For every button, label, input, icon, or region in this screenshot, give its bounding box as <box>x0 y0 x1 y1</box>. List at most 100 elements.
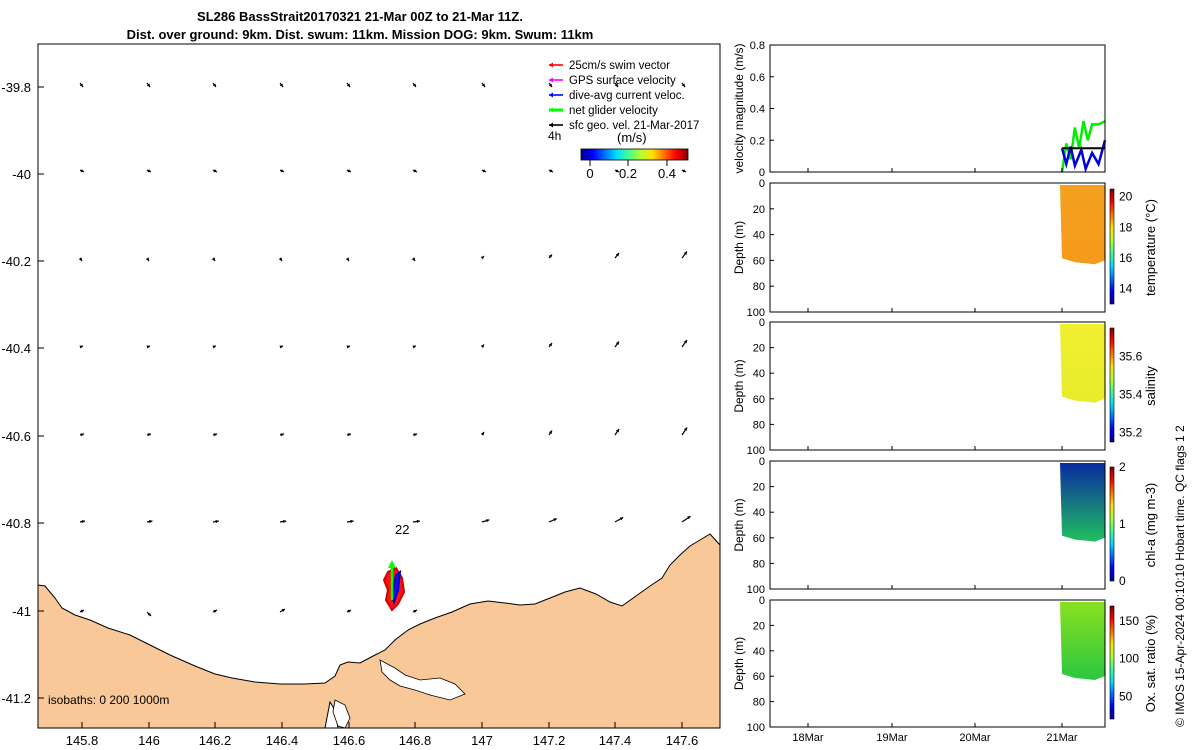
current-vector <box>146 433 152 437</box>
panel-colorbar-tick-label: 20 <box>1119 190 1133 204</box>
current-vector-head <box>280 169 284 173</box>
panel-colorbar-label: salinity <box>1143 366 1158 406</box>
current-vector-head <box>212 83 216 87</box>
panel-oxygen: 0 20 40 60 80 100 Depth (m) 150 100 50 Ox. sat. ra… <box>732 595 1158 734</box>
map-y-tick-label: -40.6 <box>1 429 31 444</box>
heatmap-section <box>1060 185 1105 265</box>
current-vector <box>346 169 352 173</box>
current-vector-head <box>212 345 216 349</box>
current-vector-head <box>279 83 283 87</box>
current-vector <box>212 82 217 88</box>
current-vector-head <box>481 83 485 87</box>
current-vector-head <box>280 433 284 437</box>
current-vector <box>212 433 218 437</box>
current-vector-head <box>213 433 217 437</box>
day-marker-label: 22 <box>395 522 409 537</box>
current-vector <box>681 251 688 259</box>
map-x-tick-label: 147 <box>471 733 493 748</box>
current-vector-head <box>78 257 82 261</box>
panel-y-tick-label: 80 <box>753 419 765 431</box>
current-vector <box>548 169 554 173</box>
current-vector-head <box>553 518 557 522</box>
current-vector <box>346 519 354 524</box>
panel-frame <box>769 599 1106 728</box>
legend-swatch-head <box>549 77 553 83</box>
panel-y-tick-label: 40 <box>753 646 765 658</box>
panel-background <box>770 322 1105 450</box>
panel-colorbar-tick-label: 1 <box>1119 517 1126 531</box>
title-line-1: SL286 BassStrait20170321 21-Mar 00Z to 2… <box>197 9 523 24</box>
panel-colorbar-label: Ox. sat. ratio (%) <box>1143 615 1158 713</box>
current-vector <box>279 169 285 173</box>
panel-y-label: Depth (m) <box>732 359 746 412</box>
panel-y-tick-label: 80 <box>753 281 765 293</box>
current-vector-head <box>683 251 687 255</box>
current-vector-head <box>615 253 619 257</box>
panel-background <box>770 45 1105 172</box>
map-x-tick-label: 146.6 <box>333 733 366 748</box>
current-vector <box>412 609 418 613</box>
panel-background <box>770 183 1105 312</box>
current-vector <box>79 519 86 524</box>
legend-swatch-head <box>549 122 553 128</box>
panel-colorbar-tick-label: 35.2 <box>1119 426 1143 440</box>
panel-salinity: 0 20 40 60 80 100 Depth (m) 35.6 35.4 35.2 salinit… <box>732 317 1158 457</box>
map-colorbar-tick-label: 0.4 <box>658 166 676 181</box>
current-vector <box>145 257 150 262</box>
current-vector <box>548 82 553 88</box>
current-vector-head <box>79 83 83 87</box>
panel-y-tick-label: 0 <box>759 317 765 329</box>
heatmap-section <box>1060 463 1105 542</box>
isobaths-label: isobaths: 0 200 1000m <box>48 693 169 707</box>
current-vector <box>480 255 485 260</box>
current-vector-head <box>80 433 84 437</box>
current-vector <box>614 252 620 259</box>
panel-y-label: Depth (m) <box>732 498 746 551</box>
current-vector-head <box>412 83 416 87</box>
current-vector-head <box>411 257 415 261</box>
current-vector-head <box>619 517 624 521</box>
current-vector-head <box>282 519 287 524</box>
current-vector-head <box>80 169 84 173</box>
current-vector <box>212 609 218 613</box>
current-vector-head <box>213 169 217 173</box>
current-vector-head <box>683 427 687 431</box>
panel-chl-a: 0 20 40 60 80 100 Depth (m) 2 1 0 chl-a (mg m-3) <box>732 456 1158 596</box>
map-x-tick-label: 147.6 <box>666 733 699 748</box>
panel-colorbar-tick-label: 18 <box>1119 220 1133 234</box>
panel-colorbar-tick-label: 35.6 <box>1119 350 1143 364</box>
panel-y-tick-label: 20 <box>753 204 765 216</box>
panel-colorbar-tick-label: 16 <box>1119 251 1133 265</box>
panel-frame <box>769 321 1106 451</box>
panel-colorbar <box>1109 605 1115 720</box>
panel-y-tick-label: 80 <box>753 697 765 709</box>
current-vector-head <box>213 609 217 613</box>
current-vector <box>481 519 490 523</box>
heatmap-section <box>1060 324 1105 403</box>
panel-y-tick-label: 40 <box>753 368 765 380</box>
current-vector <box>79 82 84 88</box>
current-vector-head <box>681 83 685 87</box>
panel-y-tick-label: 60 <box>753 394 765 406</box>
current-vector <box>548 342 553 348</box>
current-vector-head <box>346 345 350 349</box>
panel-colorbar-tick-label: 50 <box>1119 689 1133 703</box>
current-vector <box>480 431 485 436</box>
panel-background <box>770 600 1105 727</box>
current-vector-head <box>147 169 151 173</box>
current-vector <box>278 257 283 262</box>
panel-colorbar-tick-label: 150 <box>1119 614 1139 628</box>
current-vector-head <box>614 83 618 87</box>
current-vector-head <box>278 257 282 261</box>
time-axis-tick-label: 18Mar <box>792 732 824 744</box>
current-vector <box>412 519 421 524</box>
legend-time-label: 4h <box>548 129 561 143</box>
current-vector-head <box>81 519 85 524</box>
current-vector-head <box>347 433 351 437</box>
current-vector <box>681 427 688 436</box>
current-vector-head <box>615 429 619 433</box>
panel-y-tick-label: 20 <box>753 343 765 355</box>
current-vector-head <box>615 341 619 345</box>
